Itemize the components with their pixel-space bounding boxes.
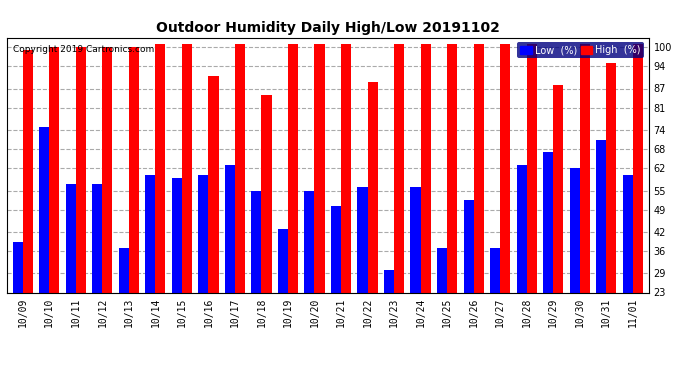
Bar bbox=[341, 44, 351, 366]
Bar bbox=[607, 63, 616, 366]
Bar bbox=[23, 50, 33, 366]
Bar bbox=[182, 44, 192, 366]
Bar bbox=[473, 44, 484, 366]
Bar bbox=[357, 188, 368, 366]
Bar bbox=[315, 44, 324, 366]
Bar bbox=[569, 168, 580, 366]
Bar bbox=[553, 86, 563, 366]
Bar bbox=[288, 44, 298, 366]
Bar bbox=[278, 229, 288, 366]
Bar bbox=[331, 207, 341, 366]
Bar bbox=[146, 175, 155, 366]
Bar bbox=[235, 44, 245, 366]
Bar bbox=[198, 175, 208, 366]
Bar bbox=[580, 44, 590, 366]
Bar bbox=[622, 175, 633, 366]
Bar bbox=[411, 188, 421, 366]
Bar bbox=[421, 44, 431, 366]
Bar bbox=[39, 127, 49, 366]
Bar bbox=[251, 190, 262, 366]
Legend: Low  (%), High  (%): Low (%), High (%) bbox=[517, 42, 644, 58]
Bar bbox=[129, 47, 139, 366]
Bar bbox=[92, 184, 102, 366]
Bar bbox=[102, 47, 112, 366]
Bar bbox=[633, 44, 643, 366]
Bar bbox=[447, 44, 457, 366]
Bar bbox=[49, 47, 59, 366]
Bar bbox=[517, 165, 526, 366]
Title: Outdoor Humidity Daily High/Low 20191102: Outdoor Humidity Daily High/Low 20191102 bbox=[156, 21, 500, 35]
Bar bbox=[596, 140, 607, 366]
Bar bbox=[172, 178, 182, 366]
Bar bbox=[490, 248, 500, 366]
Bar bbox=[464, 200, 473, 366]
Bar bbox=[119, 248, 129, 366]
Bar bbox=[76, 47, 86, 366]
Bar bbox=[543, 152, 553, 366]
Bar bbox=[262, 95, 272, 366]
Bar bbox=[12, 242, 23, 366]
Bar bbox=[526, 44, 537, 366]
Bar bbox=[500, 44, 510, 366]
Bar bbox=[208, 76, 219, 366]
Bar bbox=[368, 82, 377, 366]
Bar bbox=[155, 44, 166, 366]
Bar bbox=[304, 190, 315, 366]
Text: Copyright 2019 Cartronics.com: Copyright 2019 Cartronics.com bbox=[13, 45, 155, 54]
Bar bbox=[66, 184, 76, 366]
Bar bbox=[225, 165, 235, 366]
Bar bbox=[394, 44, 404, 366]
Bar bbox=[437, 248, 447, 366]
Bar bbox=[384, 270, 394, 366]
